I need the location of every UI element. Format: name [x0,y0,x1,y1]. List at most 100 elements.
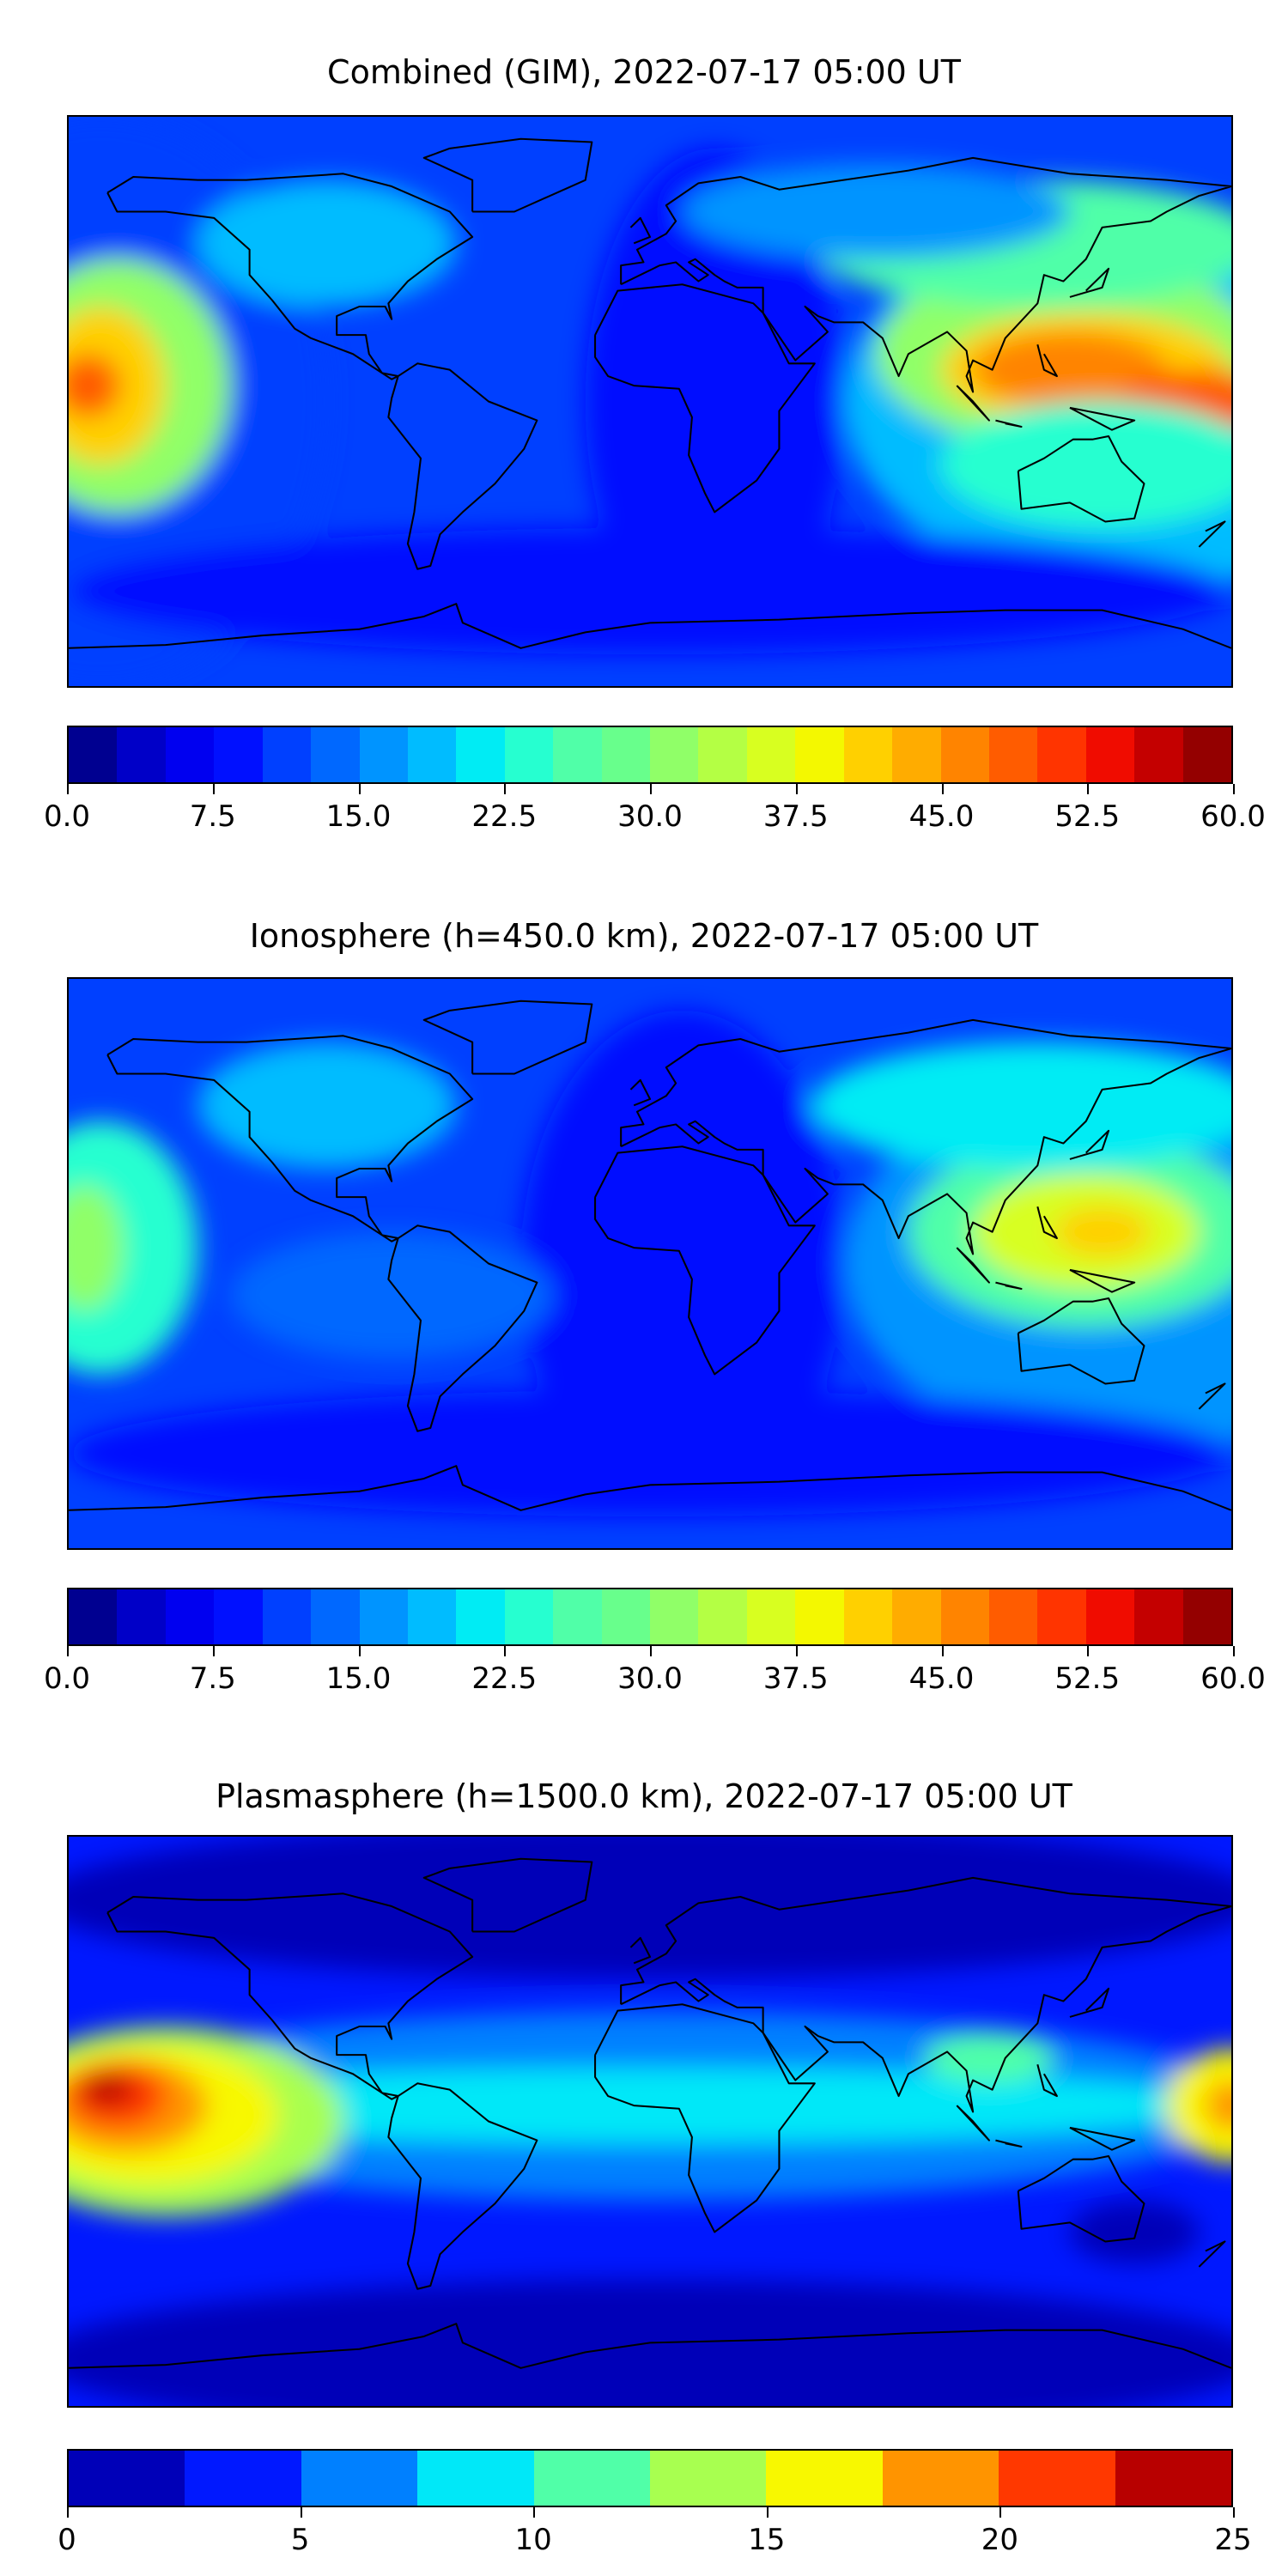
coastline [69,2323,1231,2369]
coastline [387,362,538,570]
colorbar-plasmasphere [67,2449,1233,2507]
colorbar-ticks-plasmasphere: 0 5 10 15 20 25 [58,2507,1252,2559]
colorbar-level [69,727,118,782]
colorbar-level [698,727,747,782]
colorbar-level [1115,2451,1232,2506]
coastline [995,419,1023,428]
colorbar-level [1182,1589,1232,1644]
colorbar-tick-label: 37.5 [762,799,829,834]
colorbar-level [214,1589,263,1644]
colorbar-tick-label: 0 [58,2523,76,2557]
colorbar-tick [212,784,215,794]
colorbar-level [766,2451,883,2506]
colorbar-tick [1233,1646,1235,1656]
colorbar-level [311,1589,360,1644]
colorbar-level [311,727,360,782]
coastline [995,1281,1023,1290]
colorbar-level [989,1589,1038,1644]
colorbar-level [940,727,990,782]
colorbar-level [1085,727,1135,782]
colorbar-tick-label: 60.0 [1200,1662,1266,1696]
colorbar-level [940,1589,990,1644]
colorbar-level [698,1589,747,1644]
colorbar-level [843,1589,893,1644]
colorbar-level [69,2451,185,2506]
coastline [106,1893,474,2100]
colorbar-level [601,727,651,782]
colorbar-ticks-combined: 0.0 7.5 15.0 22.5 30.0 37.5 45.0 52.5 60.0 [44,784,1266,835]
coastline [1017,2155,1145,2243]
colorbar-level [165,1589,215,1644]
coastline [1198,2240,1226,2268]
colorbar-level [117,1589,166,1644]
coastline [387,2082,538,2290]
coastline [620,1876,1231,2113]
colorbar-tick-label: 20 [981,2523,1019,2557]
coastline [594,1145,816,1376]
colorbar-tick [941,1646,944,1656]
colorbar-level [882,2451,999,2506]
colorbar-tick-label: 52.5 [1054,1662,1121,1696]
colorbar-level [214,727,263,782]
colorbar-tick [358,784,361,794]
contour-region [69,1121,198,1375]
colorbar-tick-label: 45.0 [908,1662,975,1696]
coastline [422,137,593,213]
colorbar-tick [941,784,944,794]
colorbar-tick-label: 0.0 [43,799,91,834]
colorbar-tick-label: 15.0 [325,1662,392,1696]
contour-region [69,2067,1231,2144]
coastline [1069,267,1110,298]
coastline [1198,1382,1226,1410]
coastline [69,1465,1231,1511]
colorbar-tick [300,2507,302,2518]
colorbar-level [407,1589,457,1644]
colorbar-level [262,727,312,782]
colorbar-level [117,727,166,782]
coastline [1036,1206,1058,1240]
colorbar-level [262,1589,312,1644]
contour-region [811,1042,1231,1169]
colorbar-tick [1233,784,1235,794]
coastline [629,1078,652,1107]
colorbar-level [601,1589,651,1644]
coastline [620,156,1231,393]
colorbar-tick [67,1646,69,1656]
colorbar-level [650,727,699,782]
colorbar-level [746,727,796,782]
colorbar-tick-label: 0.0 [43,1662,91,1696]
colorbar-tick-label: 22.5 [471,799,538,834]
colorbar-tick-label: 37.5 [762,1662,829,1696]
colorbar-level [892,727,941,782]
contour-region [230,1231,554,1358]
colorbar-tick-label: 25 [1214,2523,1252,2557]
coastline [956,1247,990,1284]
colorbar-level [650,1589,699,1644]
colorbar-level [359,727,408,782]
colorbar-tick-label: 7.5 [189,799,236,834]
contour-field [69,117,1231,686]
coastline [1017,435,1145,523]
colorbar-tick [504,1646,507,1656]
coastline [1069,1129,1110,1160]
coastline [594,283,816,513]
colorbar-ticks-ionosphere: 0.0 7.5 15.0 22.5 30.0 37.5 45.0 52.5 60.0 [44,1646,1266,1698]
colorbar-level [504,1589,554,1644]
colorbar-tick-label: 5 [290,2523,310,2557]
colorbar-level [456,1589,505,1644]
colorbar-tick [766,2507,769,2518]
contour-region [924,2032,1054,2084]
colorbar-tick [67,2507,69,2518]
colorbar-level [1134,1589,1183,1644]
colorbar-tick [504,784,507,794]
colorbar-tick [358,1646,361,1656]
map-plasmasphere [67,1835,1233,2408]
colorbar-level [69,1589,118,1644]
colorbar-level [1182,727,1232,782]
colorbar-level [359,1589,408,1644]
contour-region [69,354,121,417]
colorbar-level [746,1589,796,1644]
contour-region [940,401,1231,528]
coastline [995,2139,1023,2148]
coastline [956,385,990,422]
